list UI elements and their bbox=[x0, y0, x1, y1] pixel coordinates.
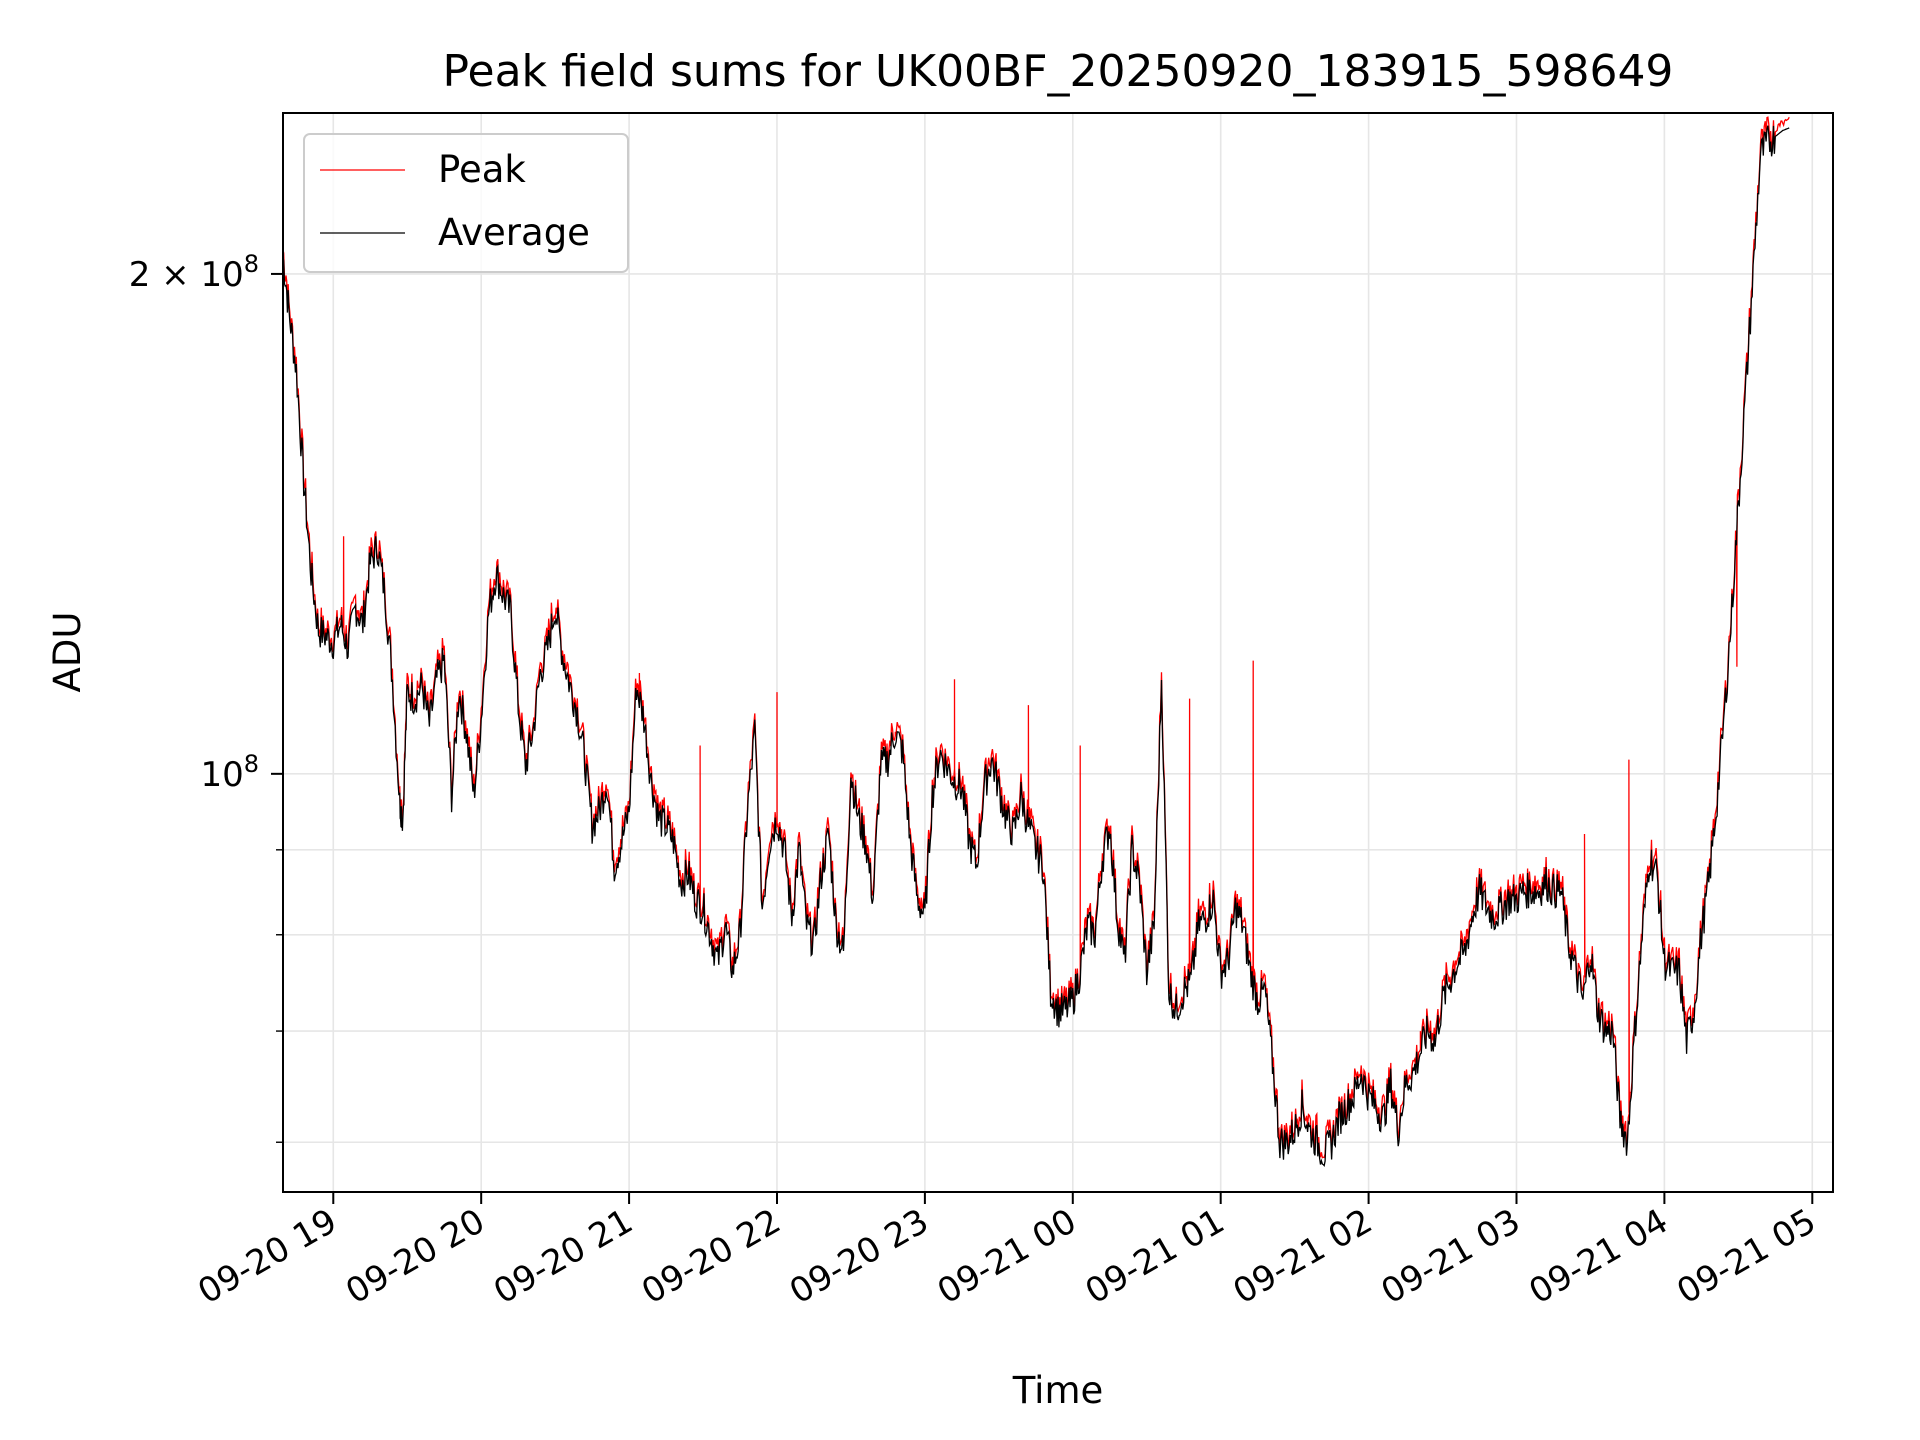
chart-title: Peak field sums for UK00BF_20250920_1839… bbox=[443, 46, 1674, 97]
y-tick-label: 2 × 108 bbox=[129, 250, 259, 295]
x-axis-label: Time bbox=[1012, 1369, 1104, 1412]
series-line-average bbox=[283, 125, 1790, 1168]
legend-box bbox=[303, 133, 629, 273]
legend-average-label: Average bbox=[438, 211, 590, 254]
legend: Peak Average bbox=[303, 133, 629, 273]
plot-frame bbox=[282, 112, 1834, 1193]
series-layer bbox=[283, 116, 1790, 1168]
series-line-peak bbox=[283, 116, 1790, 1159]
y-tick-label: 108 bbox=[200, 750, 259, 795]
grid-lines bbox=[283, 113, 1833, 1192]
legend-peak-label: Peak bbox=[438, 148, 526, 191]
y-axis-label: ADU bbox=[46, 612, 89, 693]
